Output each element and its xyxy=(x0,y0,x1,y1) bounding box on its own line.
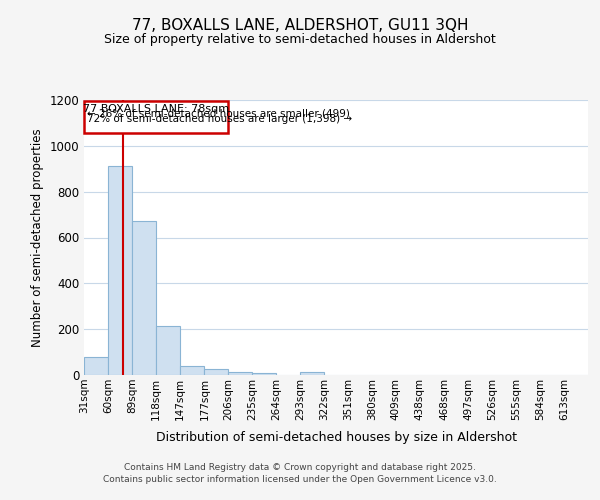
Bar xyxy=(132,222,156,375)
Text: 77, BOXALLS LANE, ALDERSHOT, GU11 3QH: 77, BOXALLS LANE, ALDERSHOT, GU11 3QH xyxy=(132,18,468,32)
Bar xyxy=(300,372,324,375)
Y-axis label: Number of semi-detached properties: Number of semi-detached properties xyxy=(31,128,44,347)
FancyBboxPatch shape xyxy=(84,101,229,133)
Bar xyxy=(179,366,203,375)
Text: 77 BOXALLS LANE: 78sqm: 77 BOXALLS LANE: 78sqm xyxy=(83,104,229,115)
Bar xyxy=(205,370,229,375)
Text: Size of property relative to semi-detached houses in Aldershot: Size of property relative to semi-detach… xyxy=(104,32,496,46)
Text: Contains HM Land Registry data © Crown copyright and database right 2025.: Contains HM Land Registry data © Crown c… xyxy=(124,462,476,471)
Bar xyxy=(84,356,108,375)
Bar xyxy=(108,166,132,375)
Text: ← 26% of semi-detached houses are smaller (499): ← 26% of semi-detached houses are smalle… xyxy=(87,109,350,119)
Bar xyxy=(252,372,276,375)
Text: Contains public sector information licensed under the Open Government Licence v3: Contains public sector information licen… xyxy=(103,475,497,484)
Text: 72% of semi-detached houses are larger (1,398) →: 72% of semi-detached houses are larger (… xyxy=(87,114,352,124)
Bar xyxy=(156,326,179,375)
X-axis label: Distribution of semi-detached houses by size in Aldershot: Distribution of semi-detached houses by … xyxy=(155,431,517,444)
Bar xyxy=(229,372,252,375)
